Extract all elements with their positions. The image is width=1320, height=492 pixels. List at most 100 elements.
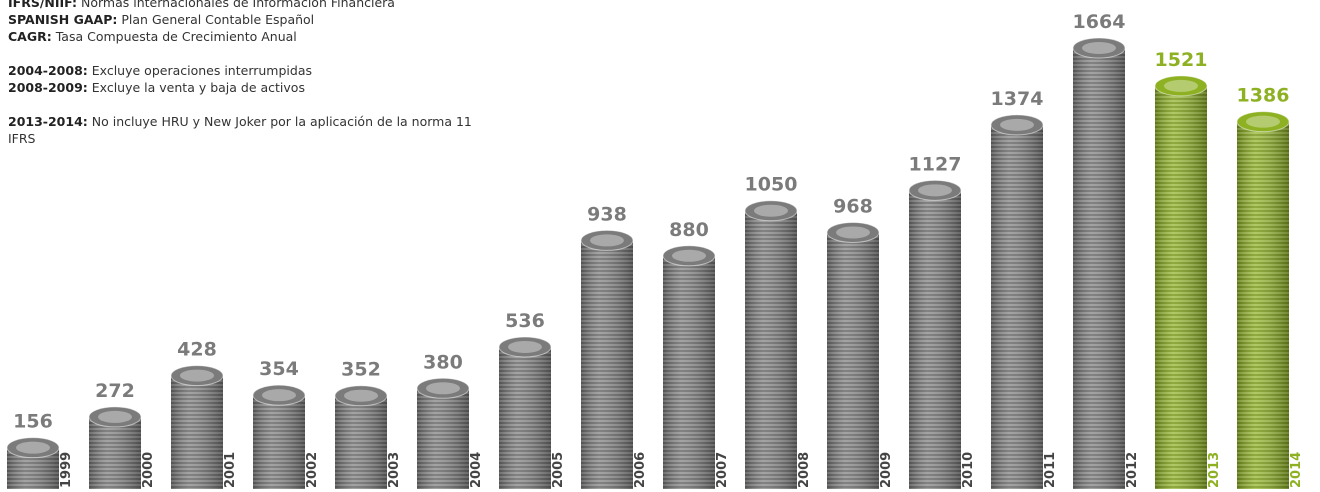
value-label: 880 xyxy=(669,219,709,241)
bar-shade xyxy=(745,210,797,489)
x-tick-label: 2003 xyxy=(387,452,402,488)
bar-shade xyxy=(663,255,715,489)
chip-stack xyxy=(88,406,142,489)
bar-shade xyxy=(417,388,469,489)
chip-top-inner xyxy=(262,389,296,402)
bar-shade xyxy=(909,190,961,489)
value-label: 352 xyxy=(341,359,381,381)
chip-top-inner xyxy=(590,234,624,247)
bar-shade xyxy=(89,416,141,489)
chip-top xyxy=(826,221,880,243)
chip-top xyxy=(744,200,798,222)
chip-stack xyxy=(1072,37,1126,489)
chip-stack xyxy=(6,437,60,489)
note-label: SPANISH GAAP: xyxy=(8,12,118,27)
chip-top-inner xyxy=(672,249,706,262)
value-label: 354 xyxy=(259,358,299,380)
x-tick-label: 2008 xyxy=(797,452,812,488)
x-tick-label: 2000 xyxy=(141,452,156,488)
note: 2013-2014: No incluye HRU y New Joker po… xyxy=(8,113,478,147)
chip-stack xyxy=(662,245,716,489)
chip-top-inner xyxy=(98,410,132,423)
x-tick-label: 2010 xyxy=(961,452,976,488)
chip-top-inner xyxy=(508,340,542,353)
value-label: 428 xyxy=(177,339,217,361)
bar-shade xyxy=(1073,48,1125,489)
value-label: 1386 xyxy=(1237,85,1290,107)
note-text: Normas internacionales de Información Fi… xyxy=(81,0,395,10)
value-label: 1521 xyxy=(1155,49,1208,71)
chip-stack xyxy=(1154,75,1208,489)
chip-stack xyxy=(908,179,962,489)
note: 2008-2009: Excluye la venta y baja de ac… xyxy=(8,79,478,96)
note: SPANISH GAAP: Plan General Contable Espa… xyxy=(8,11,478,28)
x-tick-label: 2001 xyxy=(223,452,238,488)
note-text: No incluye HRU y New Joker por la aplica… xyxy=(8,114,472,146)
x-tick-label: 2007 xyxy=(715,452,730,488)
chip-top-inner xyxy=(1164,79,1198,92)
note: CAGR: Tasa Compuesta de Crecimiento Anua… xyxy=(8,28,478,45)
chip-top-inner xyxy=(754,204,788,217)
note-label: CAGR: xyxy=(8,29,52,44)
bar-shade xyxy=(1237,121,1289,489)
chip-top xyxy=(334,385,388,407)
bar-shade xyxy=(499,346,551,489)
value-label: 1050 xyxy=(745,174,798,196)
note: IFRS/NIIF: Normas internacionales de Inf… xyxy=(8,0,478,11)
note-text: Excluye operaciones interrumpidas xyxy=(91,63,312,78)
chip-top xyxy=(1072,37,1126,59)
notes: IFRS/NIIF: Normas internacionales de Inf… xyxy=(8,0,478,147)
note-text: Excluye la venta y baja de activos xyxy=(91,80,305,95)
x-tick-label: 2013 xyxy=(1207,452,1222,488)
bar-shade xyxy=(253,395,305,489)
note-label: 2008-2009: xyxy=(8,80,88,95)
chip-stack xyxy=(252,384,306,489)
chip-stack xyxy=(744,200,798,489)
x-tick-label: 2006 xyxy=(633,452,648,488)
value-label: 1127 xyxy=(909,153,962,175)
x-tick-label: 1999 xyxy=(59,452,74,488)
chip-stack xyxy=(826,221,880,489)
chip-stack xyxy=(990,114,1044,490)
chip-stack xyxy=(498,336,552,489)
bar-shade xyxy=(827,232,879,489)
chip-top xyxy=(6,437,60,459)
chip-top xyxy=(416,377,470,399)
bar-shade xyxy=(1155,85,1207,489)
value-label: 938 xyxy=(587,203,627,225)
chip-stack xyxy=(1236,111,1290,489)
x-tick-label: 2011 xyxy=(1043,452,1058,488)
note-label: 2004-2008: xyxy=(8,63,88,78)
bar-shade xyxy=(335,395,387,489)
value-label: 536 xyxy=(505,310,545,332)
chip-top xyxy=(170,365,224,387)
chip-top-inner xyxy=(16,441,50,454)
chip-top-inner xyxy=(1246,115,1280,128)
chip-top xyxy=(908,179,962,201)
value-label: 380 xyxy=(423,351,463,373)
chip-top xyxy=(498,336,552,358)
note-text: Plan General Contable Español xyxy=(121,12,315,27)
chip-top xyxy=(88,406,142,428)
chip-top-inner xyxy=(1000,118,1034,131)
x-tick-label: 2014 xyxy=(1289,452,1304,488)
note-label: IFRS/NIIF: xyxy=(8,0,78,10)
chip-top-inner xyxy=(426,382,460,395)
chip-top-inner xyxy=(1082,42,1116,54)
chip-top xyxy=(662,245,716,267)
chip-top xyxy=(1236,111,1290,133)
bar-shade xyxy=(991,124,1043,490)
chip-top-inner xyxy=(918,184,952,197)
chip-top-inner xyxy=(836,226,870,239)
chip-stack xyxy=(416,377,470,489)
value-label: 272 xyxy=(95,380,135,402)
note-text: Tasa Compuesta de Crecimiento Anual xyxy=(55,29,297,44)
bar-shade xyxy=(171,375,223,489)
x-tick-label: 2004 xyxy=(469,452,484,488)
chip-top xyxy=(1154,75,1208,97)
chip-stack xyxy=(334,385,388,489)
bar-shade xyxy=(581,240,633,489)
chip-top-inner xyxy=(344,389,378,402)
